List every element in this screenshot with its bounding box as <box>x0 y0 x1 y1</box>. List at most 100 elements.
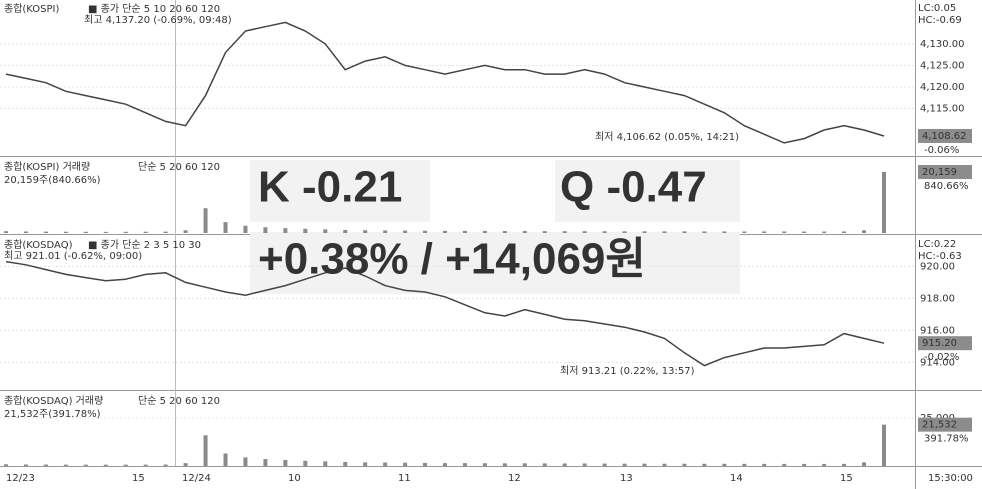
volume-bar <box>303 460 308 466</box>
overlay-box <box>555 160 740 222</box>
volume-bar <box>582 231 587 233</box>
volume-bar <box>263 459 268 466</box>
volume-bar <box>403 462 408 466</box>
x-tick-label: 15:30:00 <box>928 473 973 484</box>
volume-bar <box>522 463 527 466</box>
last-value: 915.20 <box>922 338 957 349</box>
volume-bar <box>4 464 8 466</box>
volume-bar <box>363 462 368 466</box>
volume-bar <box>882 424 886 466</box>
volume-bar <box>63 231 68 233</box>
overlay-pnl: +0.38% / +14,069원 <box>258 235 646 284</box>
hc-label: HC:-0.63 <box>918 251 962 262</box>
x-tick-label: 15 <box>840 473 853 484</box>
volume-bar <box>183 463 188 466</box>
x-tick-label: 13 <box>620 473 633 484</box>
price-line <box>5 21 885 144</box>
x-tick-label: 15 <box>132 473 145 484</box>
volume-bar <box>582 463 587 466</box>
high-label: 최고 4,137.20 (-0.69%, 09:48) <box>84 14 232 26</box>
overlay-box <box>250 160 430 222</box>
volume-bar <box>482 230 487 233</box>
volume-bar <box>542 231 547 233</box>
x-tick-label: 10 <box>288 473 301 484</box>
lc-label: LC:0.05 <box>918 3 956 14</box>
last-change: -0.02% <box>924 352 959 363</box>
volume-bar <box>363 230 368 233</box>
volume-bar <box>562 231 567 233</box>
panel-title: 종합(KOSDAQ) <box>4 239 73 251</box>
last-value-box <box>918 128 972 143</box>
volume-bar <box>43 231 48 233</box>
volume-bar <box>462 230 467 233</box>
volume-bar <box>263 227 268 233</box>
indicator: 단순 5 20 60 120 <box>138 161 220 173</box>
volume-bar <box>782 231 787 233</box>
x-tick-label: 12/24 <box>182 473 211 484</box>
volume-bar <box>423 230 428 233</box>
volume-bar <box>383 230 388 233</box>
volume-bar <box>882 172 886 233</box>
volume-bar <box>782 463 787 466</box>
last-value-box <box>918 417 972 432</box>
y-tick-label: 4,125.00 <box>920 60 965 71</box>
volume-bar <box>343 229 348 233</box>
volume-bar <box>562 463 567 466</box>
y-tick-label: 4,115.00 <box>920 104 965 115</box>
panel-title: 종합(KOSPI) <box>4 3 60 15</box>
y-tick-label: 920.00 <box>920 261 955 272</box>
volume-bar <box>323 461 328 466</box>
volume-bar <box>722 231 727 233</box>
volume-bar <box>23 464 28 466</box>
volume-bar <box>123 231 128 233</box>
volume-bar <box>622 231 627 233</box>
x-tick-label: 14 <box>730 473 743 484</box>
x-tick-label: 11 <box>398 473 411 484</box>
volume-bar <box>343 461 348 466</box>
low-label: 최저 913.21 (0.22%, 13:57) <box>560 365 695 377</box>
panel-title: 종합(KOSPI) 거래량 <box>4 161 90 173</box>
volume-bar <box>283 460 288 466</box>
y-tick-label: 914.00 <box>920 357 955 368</box>
volume-bar <box>243 225 248 233</box>
volume-bar <box>822 463 827 466</box>
volume-bar <box>682 463 687 466</box>
volume-bar <box>742 463 747 466</box>
last-change: -0.06% <box>924 145 959 156</box>
volume-bar <box>223 453 228 466</box>
volume-bar <box>443 230 447 233</box>
volume-bar <box>602 463 607 466</box>
volume-bar <box>383 462 388 466</box>
volume-bar <box>522 231 527 233</box>
volume-bar <box>163 464 168 466</box>
volume-bar <box>443 463 447 466</box>
volume-bar <box>323 229 328 233</box>
indicator: ■ 종가 단순 2 3 5 10 30 <box>88 239 201 251</box>
high-label: 최고 921.01 (-0.62%, 09:00) <box>4 250 142 262</box>
price-line <box>5 260 885 367</box>
volume-bar <box>103 464 108 466</box>
volume-bar <box>223 222 228 233</box>
volume-bar <box>642 231 647 233</box>
volume-bar <box>702 463 707 466</box>
last-value-box <box>918 165 972 180</box>
last-value: 4,108.62 <box>922 131 967 142</box>
volume-bar <box>502 463 507 466</box>
volume-bar <box>462 463 467 466</box>
volume-bar <box>163 231 168 233</box>
volume-bar <box>283 228 288 233</box>
last-value: 21,532 <box>922 420 957 431</box>
volume-bar <box>123 464 128 466</box>
volume-bar <box>862 462 867 466</box>
last-change: 391.78% <box>924 434 969 445</box>
volume-summary: 20,159주(840.66%) <box>4 175 101 186</box>
y-tick-label: 916.00 <box>920 325 955 336</box>
volume-bar <box>762 463 767 466</box>
volume-bar <box>23 231 28 233</box>
volume-bar <box>482 463 487 466</box>
volume-bar <box>702 231 707 233</box>
y-tick-label: 4,120.00 <box>920 82 965 93</box>
x-tick-label: 12 <box>508 473 521 484</box>
volume-bar <box>662 231 667 233</box>
volume-bar <box>722 463 727 466</box>
